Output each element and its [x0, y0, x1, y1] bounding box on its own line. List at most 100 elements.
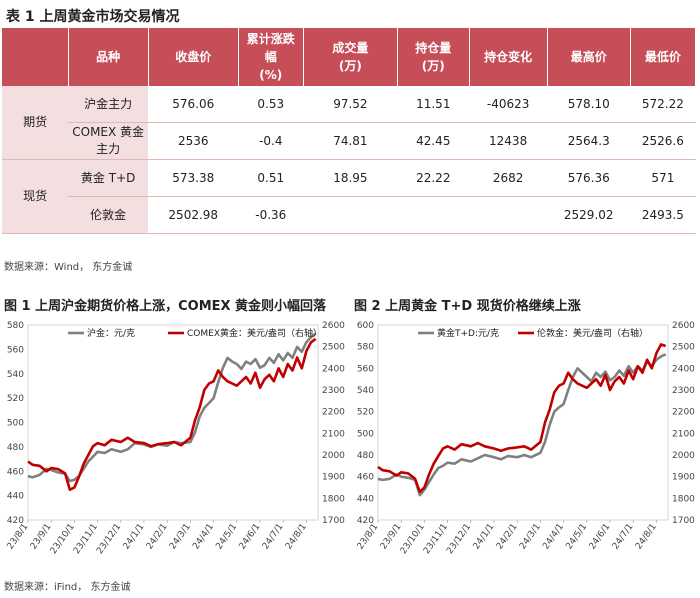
right-axis-tick-label: 1700 — [322, 516, 345, 526]
column-header: 持仓量 (万) — [397, 28, 470, 86]
row-name: 伦敦金 — [68, 196, 149, 234]
plot-area — [27, 324, 319, 521]
table-cell: 573.38 — [148, 159, 239, 197]
row-name: 沪金主力 — [68, 86, 149, 123]
x-axis-tick-label: 24/4/1 — [541, 522, 566, 551]
table-cell: 18.95 — [303, 159, 398, 197]
series-line-1 — [27, 332, 317, 483]
fig2-title: 图 2 上周黄金 T+D 现货价格继续上涨 — [354, 299, 581, 314]
x-axis-tick-label: 23/8/1 — [356, 522, 381, 551]
left-axis-tick-label: 540 — [357, 386, 374, 396]
x-axis-tick-label: 24/7/1 — [261, 522, 286, 551]
x-axis-tick-label: 24/5/1 — [214, 522, 239, 551]
table-cell: 2564.3 — [547, 122, 631, 160]
table-cell: 2529.02 — [547, 196, 631, 234]
chart-spot-svg: 420 440 460 480 500 520 540 560 580 600 1700 1800 19… — [356, 321, 696, 556]
table-cell: 572.22 — [630, 86, 696, 123]
table-cell: 42.45 — [397, 122, 470, 160]
table-cell: 2526.6 — [630, 122, 696, 160]
left-axis-tick-label: 560 — [357, 364, 374, 374]
left-axis-tick-label: 480 — [7, 443, 24, 453]
x-axis-tick-label: 24/6/1 — [588, 522, 613, 551]
left-axis-tick-label: 480 — [357, 451, 374, 461]
right-axis-tick-label: 2600 — [672, 321, 695, 331]
table-cell: 571 — [630, 159, 696, 197]
table-row: 伦敦金 2502.98 -0.36 2529.02 2493.5 — [2, 196, 696, 234]
table-row: 现货 黄金 T+D 573.38 0.51 18.95 22.22 2682 576.36 57… — [2, 159, 696, 234]
plot-area — [377, 324, 669, 521]
table-cell: -0.4 — [238, 122, 304, 160]
group-label: 期货 — [2, 86, 69, 160]
fig1-title: 图 1 上周沪金期货价格上涨，COMEX 黄金则小幅回落 — [4, 299, 327, 314]
left-axis-tick-label: 600 — [357, 321, 374, 331]
table-source: 数据来源：Wind， 东方金诚 — [4, 262, 133, 273]
right-axis-tick-label: 2000 — [322, 451, 345, 461]
x-axis-tick-label: 24/2/1 — [145, 522, 170, 551]
header-blank — [2, 28, 69, 86]
table-cell: 74.81 — [303, 122, 398, 160]
table-cell: -0.36 — [238, 196, 304, 234]
right-axis-tick-label: 2100 — [322, 429, 345, 439]
x-axis-tick-label: 23/12/1 — [445, 522, 473, 556]
column-header: 收盘价 — [148, 28, 239, 86]
chart-spot: 420 440 460 480 500 520 540 560 580 600 1700 1800 19… — [350, 313, 700, 563]
table-cell: 2536 — [148, 122, 239, 160]
table-cell: 97.52 — [303, 86, 398, 123]
x-axis-tick-label: 24/2/1 — [495, 522, 520, 551]
table-row: COMEX 黄金 主力 2536 -0.4 74.81 42.45 12438 2564.3… — [2, 122, 696, 160]
column-header: 最高价 — [547, 28, 631, 86]
x-axis-tick-label: 24/1/1 — [472, 522, 497, 551]
row-name: COMEX 黄金 主力 — [68, 122, 149, 160]
chart-futures-svg: 420 440 460 480 500 520 540 560 580 1700 1800 1900 2… — [6, 321, 346, 556]
x-axis-tick-label: 24/5/1 — [564, 522, 589, 551]
table-cell: 576.36 — [547, 159, 631, 197]
right-axis-tick-label: 1900 — [672, 473, 695, 483]
x-axis-tick-label: 24/3/1 — [168, 522, 193, 551]
right-axis-tick-label: 2400 — [322, 364, 345, 374]
column-header: 最低价 — [630, 28, 697, 86]
table-row: 期货 沪金主力 576.06 0.53 97.52 11.51 -40623 578.10 57… — [2, 86, 696, 160]
left-axis-tick-label: 520 — [7, 394, 24, 404]
left-axis-tick-label: 560 — [7, 345, 24, 355]
table-cell: 576.06 — [148, 86, 239, 123]
table-cell: 22.22 — [397, 159, 470, 197]
table-title: 表 1 上周黄金市场交易情况 — [6, 9, 180, 25]
left-axis-tick-label: 520 — [357, 408, 374, 418]
table-cell: 0.51 — [238, 159, 304, 197]
left-axis-tick-label: 440 — [7, 492, 24, 502]
table-cell: 578.10 — [547, 86, 631, 123]
legend-label: COMEX黄金：美元/盎司（右轴） — [187, 327, 322, 339]
x-axis-tick-label: 24/4/1 — [191, 522, 216, 551]
right-axis-tick-label: 1700 — [672, 516, 695, 526]
left-axis-tick-label: 500 — [357, 429, 374, 439]
right-axis-tick-label: 2100 — [672, 429, 695, 439]
row-name: 黄金 T+D — [68, 159, 149, 197]
column-header: 品种 — [68, 28, 149, 86]
table-cell: 2493.5 — [630, 196, 696, 234]
right-axis-tick-label: 2200 — [322, 408, 345, 418]
x-axis-tick-label: 24/8/1 — [634, 522, 659, 551]
x-axis-tick-label: 24/3/1 — [518, 522, 543, 551]
table-cell — [397, 196, 470, 234]
legend-label: 伦敦金：美元/盎司（右轴） — [537, 327, 648, 339]
right-axis-tick-label: 2300 — [322, 386, 345, 396]
x-axis-tick-label: 24/7/1 — [611, 522, 636, 551]
table-cell: 0.53 — [238, 86, 304, 123]
column-header: 持仓变化 — [469, 28, 548, 86]
x-axis-tick-label: 23/8/1 — [6, 522, 31, 551]
table-cell: 11.51 — [397, 86, 470, 123]
legend-label: 沪金：元/克 — [87, 327, 135, 339]
left-axis-tick-label: 500 — [7, 419, 24, 429]
left-axis-tick-label: 420 — [357, 516, 374, 526]
series-line-2 — [27, 337, 317, 491]
series-line-1 — [377, 353, 667, 497]
left-axis-tick-label: 460 — [357, 473, 374, 483]
right-axis-tick-label: 2000 — [672, 451, 695, 461]
legend-label: 黄金T+D:元/克 — [437, 327, 499, 339]
table-cell — [303, 196, 398, 234]
right-axis-tick-label: 2300 — [672, 386, 695, 396]
left-axis-tick-label: 580 — [7, 321, 24, 331]
column-header: 成交量 (万) — [303, 28, 399, 86]
left-axis-tick-label: 420 — [7, 516, 24, 526]
right-axis-tick-label: 2500 — [672, 343, 695, 353]
